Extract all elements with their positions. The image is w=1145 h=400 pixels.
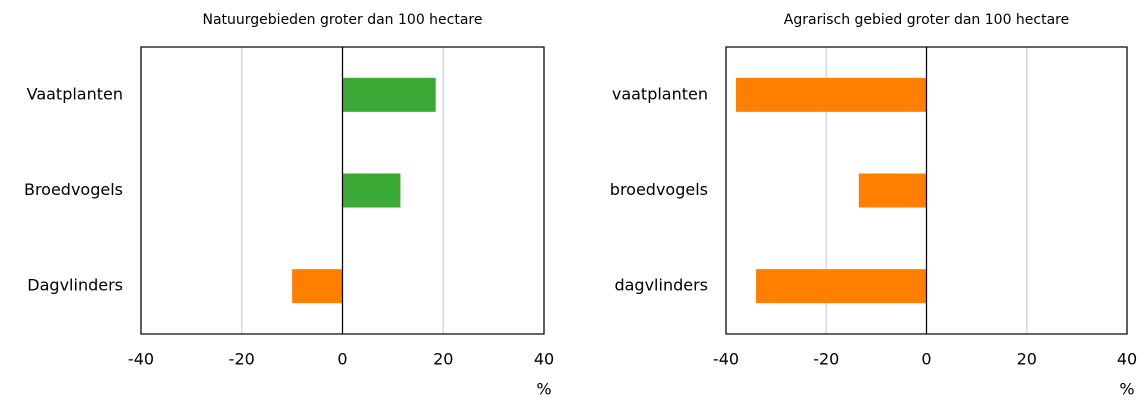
x-tick-label: -40 bbox=[713, 350, 739, 369]
x-tick-label: -20 bbox=[813, 350, 839, 369]
bar bbox=[342, 77, 436, 112]
y-tick-label: Broedvogels bbox=[24, 180, 123, 199]
plot-frame bbox=[725, 46, 1128, 335]
bar bbox=[342, 173, 401, 208]
x-tick-label: -20 bbox=[229, 350, 255, 369]
bar bbox=[292, 269, 343, 304]
chart-title: Natuurgebieden groter dan 100 hectare bbox=[203, 12, 483, 28]
y-tick-label: Vaatplanten bbox=[27, 84, 123, 103]
y-tick-label: broedvogels bbox=[610, 180, 708, 199]
y-tick-label: vaatplanten bbox=[612, 84, 708, 103]
x-axis-label: % bbox=[536, 380, 551, 399]
x-tick-label: 20 bbox=[433, 350, 453, 369]
bar bbox=[756, 269, 927, 304]
chart-title: Agrarisch gebied groter dan 100 hectare bbox=[784, 12, 1069, 28]
plot-frame bbox=[140, 46, 545, 335]
x-axis-label: % bbox=[1119, 380, 1134, 399]
x-tick-label: 0 bbox=[921, 350, 931, 369]
x-tick-label: 0 bbox=[337, 350, 347, 369]
x-tick-label: 40 bbox=[534, 350, 554, 369]
y-tick-label: Dagvlinders bbox=[27, 276, 123, 295]
bar bbox=[858, 173, 927, 208]
bar bbox=[736, 77, 927, 112]
y-tick-label: dagvlinders bbox=[614, 276, 708, 295]
x-tick-label: -40 bbox=[128, 350, 154, 369]
x-tick-label: 20 bbox=[1017, 350, 1037, 369]
x-tick-label: 40 bbox=[1117, 350, 1137, 369]
